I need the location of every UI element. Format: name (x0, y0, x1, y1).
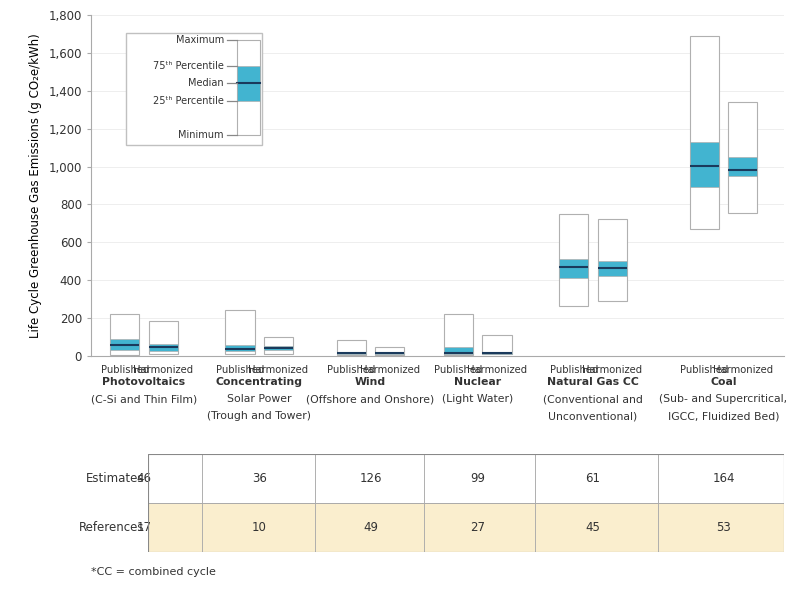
Text: Estimates: Estimates (86, 471, 144, 485)
Bar (728, 157, 757, 176)
Bar (110, 340, 139, 350)
Bar (425, 503, 535, 552)
Bar (148, 503, 202, 552)
Bar (375, 353, 404, 354)
Text: 27: 27 (470, 520, 485, 534)
Bar (425, 454, 535, 503)
Bar (264, 346, 293, 351)
Bar (444, 347, 474, 354)
Text: Harmonized: Harmonized (248, 365, 308, 375)
Text: References: References (78, 520, 144, 534)
Text: *CC = combined cycle: *CC = combined cycle (91, 567, 216, 577)
Bar (237, 40, 260, 135)
Text: Maximum: Maximum (176, 35, 224, 45)
Text: Natural Gas CC: Natural Gas CC (547, 377, 639, 387)
Text: Wind: Wind (355, 377, 386, 387)
Text: 25ᵗʰ Percentile: 25ᵗʰ Percentile (153, 96, 224, 105)
Bar (425, 454, 535, 503)
Bar (690, 36, 719, 229)
Text: Published: Published (435, 365, 483, 375)
Bar (728, 102, 757, 213)
Bar (535, 503, 658, 552)
Text: Nuclear: Nuclear (455, 377, 501, 387)
Bar (598, 219, 626, 301)
Bar (559, 259, 588, 278)
Text: Published: Published (550, 365, 598, 375)
Text: Minimum: Minimum (178, 131, 224, 140)
Text: Published: Published (327, 365, 375, 375)
Bar (658, 454, 784, 503)
Text: 126: 126 (360, 471, 382, 485)
Text: Harmonized: Harmonized (713, 365, 773, 375)
Bar (202, 503, 314, 552)
Bar (482, 335, 512, 354)
Bar (482, 352, 512, 354)
Bar (690, 142, 719, 188)
Text: Published: Published (215, 365, 265, 375)
Text: Published: Published (680, 365, 729, 375)
FancyBboxPatch shape (126, 33, 262, 145)
Bar (226, 310, 254, 354)
Bar (226, 345, 254, 351)
Bar (149, 345, 177, 351)
Bar (337, 340, 366, 355)
Text: 17: 17 (136, 520, 151, 534)
Bar (375, 347, 404, 355)
Text: 49: 49 (363, 520, 378, 534)
Bar (658, 503, 784, 552)
Bar (202, 454, 314, 503)
Bar (149, 321, 177, 354)
Text: Concentrating: Concentrating (215, 377, 303, 387)
Bar (658, 454, 784, 503)
Text: 99: 99 (470, 471, 485, 485)
Text: (C-Si and Thin Film): (C-Si and Thin Film) (91, 394, 197, 404)
Bar (110, 314, 139, 354)
Text: Harmonized: Harmonized (582, 365, 642, 375)
Text: (Trough and Tower): (Trough and Tower) (208, 411, 311, 421)
Text: 61: 61 (585, 471, 600, 485)
Bar (314, 503, 425, 552)
Bar (148, 454, 202, 503)
Bar (148, 454, 202, 503)
Text: Median: Median (188, 78, 224, 88)
Text: 164: 164 (712, 471, 735, 485)
Bar (559, 214, 588, 306)
Text: (Light Water): (Light Water) (442, 394, 513, 404)
Bar (535, 454, 658, 503)
Bar (314, 454, 425, 503)
Text: Harmonized: Harmonized (467, 365, 527, 375)
Bar (237, 66, 260, 101)
Text: Photovoltaics: Photovoltaics (102, 377, 185, 387)
Bar (444, 314, 474, 355)
Text: (Offshore and Onshore): (Offshore and Onshore) (307, 394, 435, 404)
Text: IGCC, Fluidized Bed): IGCC, Fluidized Bed) (668, 411, 779, 421)
Y-axis label: Life Cycle Greenhouse Gas Emissions (g CO₂e/kWh): Life Cycle Greenhouse Gas Emissions (g C… (29, 33, 42, 338)
Text: Published: Published (101, 365, 149, 375)
Bar (425, 503, 535, 552)
Bar (337, 352, 366, 354)
Bar (148, 503, 202, 552)
Bar (264, 337, 293, 354)
Bar (202, 503, 314, 552)
Text: Unconventional): Unconventional) (548, 411, 638, 421)
Text: Harmonized: Harmonized (133, 365, 193, 375)
Text: 46: 46 (136, 471, 151, 485)
Text: 75ᵗʰ Percentile: 75ᵗʰ Percentile (153, 61, 224, 70)
Text: (Conventional and: (Conventional and (543, 394, 643, 404)
Text: 10: 10 (252, 520, 267, 534)
Bar (535, 454, 658, 503)
Text: (Sub- and Supercritical,: (Sub- and Supercritical, (660, 394, 787, 404)
Text: 36: 36 (252, 471, 267, 485)
Bar (202, 454, 314, 503)
Bar (314, 454, 425, 503)
Text: 45: 45 (585, 520, 600, 534)
Text: Harmonized: Harmonized (360, 365, 420, 375)
Text: Coal: Coal (710, 377, 737, 387)
Text: 53: 53 (716, 520, 731, 534)
Bar (598, 261, 626, 276)
Bar (658, 503, 784, 552)
Bar (314, 503, 425, 552)
Bar (535, 503, 658, 552)
Text: Solar Power: Solar Power (227, 394, 291, 404)
